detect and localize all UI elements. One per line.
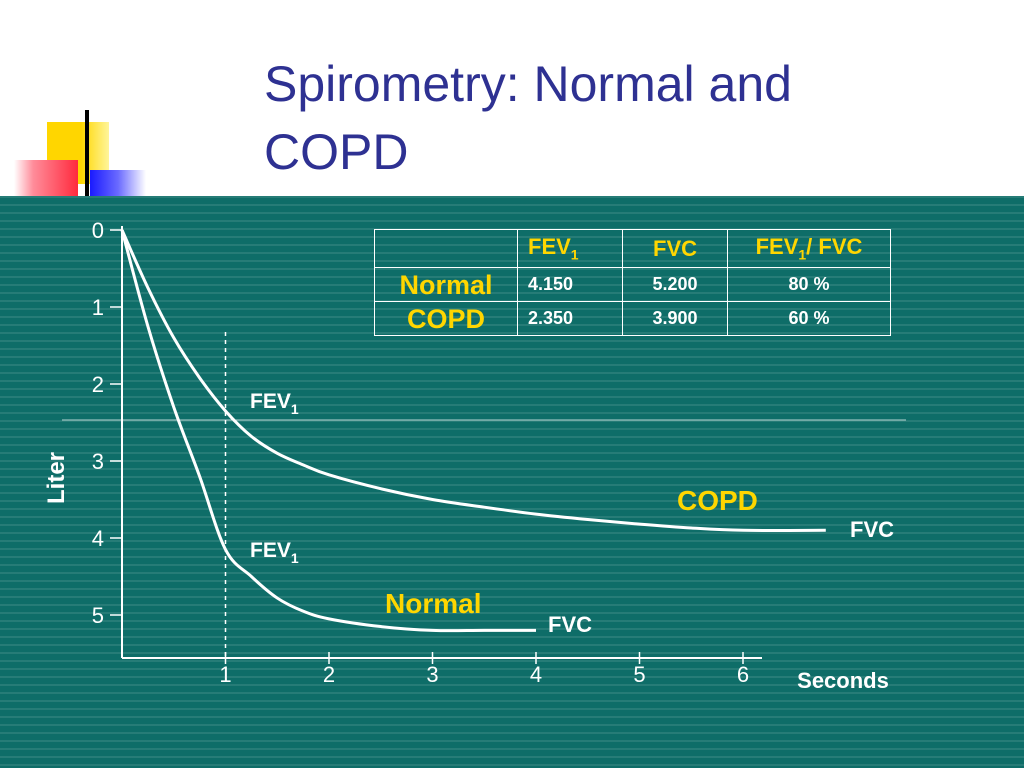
slide-title-line1: Spirometry: Normal and	[264, 56, 792, 112]
slide-title-line2: COPD	[264, 124, 409, 180]
y-tick-label: 1	[92, 295, 104, 320]
y-axis-title: Liter	[43, 452, 70, 504]
curves	[120, 229, 826, 633]
curve-copd	[120, 229, 826, 532]
x-tick-label: 4	[530, 662, 542, 687]
series-label-copd: COPD	[677, 485, 758, 516]
fev1-label-copd: FEV1	[250, 390, 299, 417]
table-cell-copd-fvc: 3.900	[622, 301, 728, 336]
x-tick-label: 5	[633, 662, 645, 687]
table-row: Normal 4.150 5.200 80 %	[374, 267, 891, 302]
x-tick-label: 2	[323, 662, 335, 687]
fvc-label-normal: FVC	[548, 612, 592, 637]
decor-blue-bar	[90, 170, 146, 198]
table-header-row: FEV1 FVC FEV1/ FVC	[374, 229, 891, 268]
table-cell-normal-fev1: 4.150	[517, 267, 623, 302]
chart-labels: Seconds Liter FEV1 FEV1 COPD Normal FVC FVC	[43, 390, 894, 693]
table-header-fvc: FVC	[622, 229, 728, 268]
decor-red-bar	[14, 160, 78, 198]
y-tick-label: 2	[92, 372, 104, 397]
table-cell-normal-ratio: 80 %	[727, 267, 891, 302]
table-cell-normal-fvc: 5.200	[622, 267, 728, 302]
axes: 0 1 2 3 4 5 1 2 3 4 5 6	[62, 218, 906, 687]
x-tick-label: 1	[219, 662, 231, 687]
series-label-normal: Normal	[385, 588, 481, 619]
y-tick-label: 3	[92, 449, 104, 474]
slide-title: Spirometry: Normal and COPD	[264, 50, 984, 186]
table-row-label-copd: COPD	[374, 301, 518, 336]
table-row-label-normal: Normal	[374, 267, 518, 302]
table-row: COPD 2.350 3.900 60 %	[374, 301, 891, 336]
table-header-blank	[374, 229, 518, 268]
y-tick-label: 0	[92, 218, 104, 243]
x-tick-label: 6	[737, 662, 749, 687]
x-axis-title: Seconds	[797, 668, 889, 693]
fev1-label-normal: FEV1	[250, 539, 299, 566]
x-tick-label: 3	[426, 662, 438, 687]
table-cell-copd-fev1: 2.350	[517, 301, 623, 336]
curve-normal	[120, 229, 536, 633]
y-tick-label: 5	[92, 603, 104, 628]
table-header-ratio: FEV1/ FVC	[727, 229, 891, 268]
decor-vertical-line	[85, 110, 89, 210]
table-cell-copd-ratio: 60 %	[727, 301, 891, 336]
y-tick-label: 4	[92, 526, 104, 551]
spirometry-table: FEV1 FVC FEV1/ FVC Normal 4.150 5.200 80…	[374, 229, 891, 336]
table-header-fev1: FEV1	[517, 229, 623, 268]
fvc-label-copd: FVC	[850, 517, 894, 542]
